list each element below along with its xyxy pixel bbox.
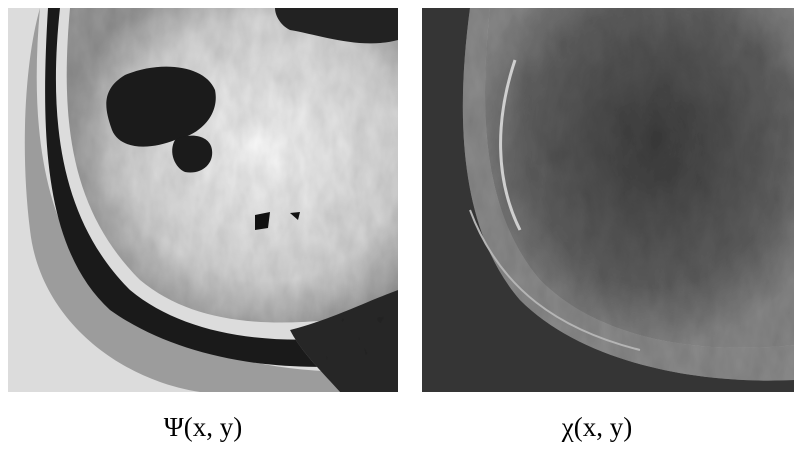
caption: χ(x, y) [561,412,632,442]
psi-image [8,8,398,392]
figure: Ψ(x, y) χ(x, y) [0,0,794,456]
chi-image [422,8,794,392]
caption: Ψ(x, y) [164,412,242,442]
